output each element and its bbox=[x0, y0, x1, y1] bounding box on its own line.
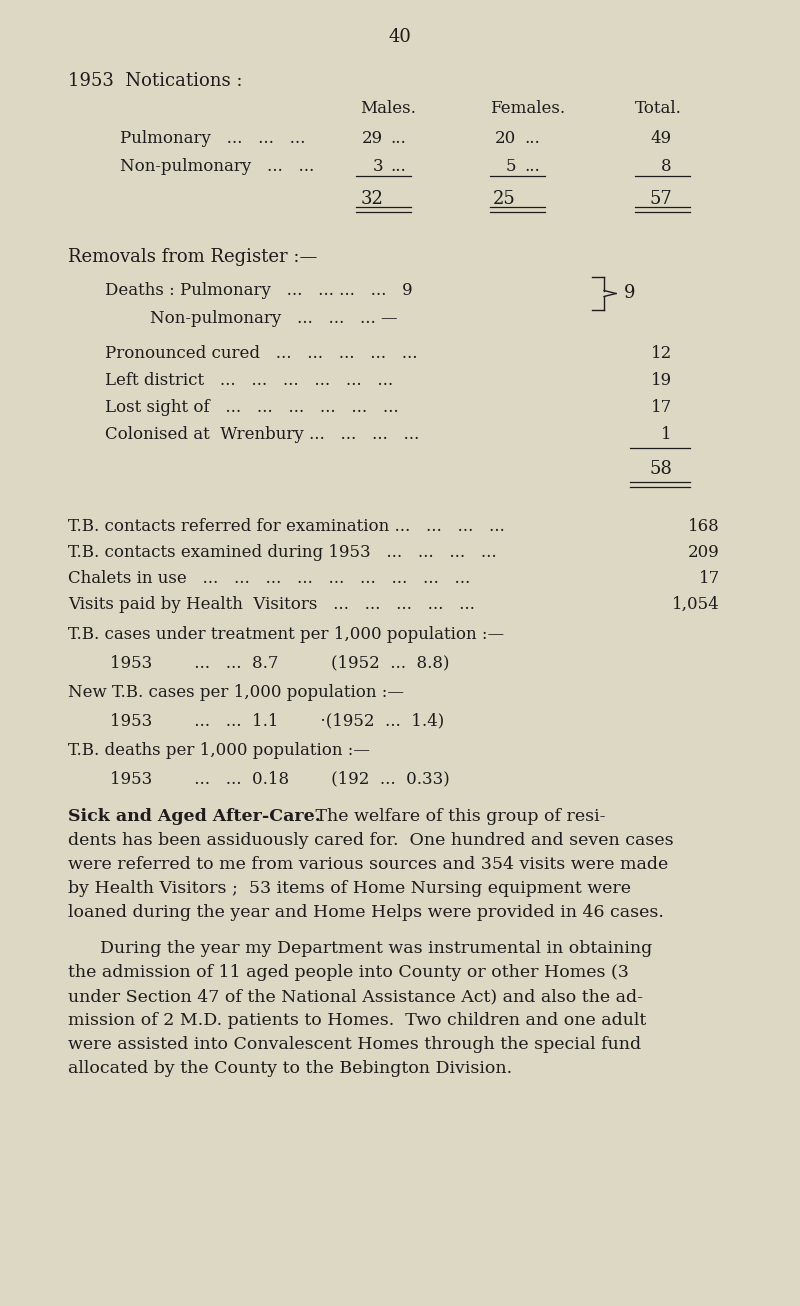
Text: Pronounced cured   ...   ...   ...   ...   ...: Pronounced cured ... ... ... ... ... bbox=[105, 345, 418, 362]
Text: ...: ... bbox=[524, 158, 540, 175]
Text: 1953  Notications :: 1953 Notications : bbox=[68, 72, 242, 90]
Text: 8: 8 bbox=[662, 158, 672, 175]
Text: dents has been assiduously cared for.  One hundred and seven cases: dents has been assiduously cared for. On… bbox=[68, 832, 674, 849]
Text: New T.B. cases per 1,000 population :—: New T.B. cases per 1,000 population :— bbox=[68, 684, 404, 701]
Text: Pulmonary   ...   ...   ...: Pulmonary ... ... ... bbox=[120, 131, 306, 148]
Text: Visits paid by Health  Visitors   ...   ...   ...   ...   ...: Visits paid by Health Visitors ... ... .… bbox=[68, 596, 475, 613]
Text: under Section 47 of the National Assistance Act) and also the ad-: under Section 47 of the National Assista… bbox=[68, 989, 643, 1006]
Text: 57: 57 bbox=[650, 189, 672, 208]
Text: ...: ... bbox=[390, 158, 406, 175]
Text: Females.: Females. bbox=[490, 101, 565, 118]
Text: 40: 40 bbox=[389, 27, 411, 46]
Text: by Health Visitors ;  53 items of Home Nursing equipment were: by Health Visitors ; 53 items of Home Nu… bbox=[68, 880, 631, 897]
Text: mission of 2 M.D. patients to Homes.  Two children and one adult: mission of 2 M.D. patients to Homes. Two… bbox=[68, 1012, 646, 1029]
Text: 25: 25 bbox=[494, 189, 516, 208]
Text: were referred to me from various sources and 354 visits were made: were referred to me from various sources… bbox=[68, 855, 668, 872]
Text: 20: 20 bbox=[494, 131, 516, 148]
Text: 1,054: 1,054 bbox=[672, 596, 720, 613]
Text: 58: 58 bbox=[649, 460, 672, 478]
Text: 17: 17 bbox=[698, 569, 720, 586]
Text: Lost sight of   ...   ...   ...   ...   ...   ...: Lost sight of ... ... ... ... ... ... bbox=[105, 400, 398, 417]
Text: 1953        ...   ...  0.18        (192  ...  0.33): 1953 ... ... 0.18 (192 ... 0.33) bbox=[110, 771, 450, 788]
Text: 1953        ...   ...  8.7          (1952  ...  8.8): 1953 ... ... 8.7 (1952 ... 8.8) bbox=[110, 654, 450, 671]
Text: Non-pulmonary   ...   ...: Non-pulmonary ... ... bbox=[120, 158, 314, 175]
Text: T.B. cases under treatment per 1,000 population :—: T.B. cases under treatment per 1,000 pop… bbox=[68, 626, 504, 643]
Text: 49: 49 bbox=[651, 131, 672, 148]
Text: Chalets in use   ...   ...   ...   ...   ...   ...   ...   ...   ...: Chalets in use ... ... ... ... ... ... .… bbox=[68, 569, 470, 586]
Text: Non-pulmonary   ...   ...   ... —: Non-pulmonary ... ... ... — bbox=[150, 310, 398, 326]
Text: 19: 19 bbox=[651, 372, 672, 389]
Text: 209: 209 bbox=[688, 545, 720, 562]
Text: 1953        ...   ...  1.1        ·(1952  ...  1.4): 1953 ... ... 1.1 ·(1952 ... 1.4) bbox=[110, 712, 444, 729]
Text: Males.: Males. bbox=[360, 101, 416, 118]
Text: T.B. contacts examined during 1953   ...   ...   ...   ...: T.B. contacts examined during 1953 ... .… bbox=[68, 545, 497, 562]
Text: 1: 1 bbox=[662, 426, 672, 443]
Text: 32: 32 bbox=[360, 189, 383, 208]
Text: allocated by the County to the Bebington Division.: allocated by the County to the Bebington… bbox=[68, 1060, 512, 1077]
Text: 17: 17 bbox=[650, 400, 672, 417]
Text: Colonised at  Wrenbury ...   ...   ...   ...: Colonised at Wrenbury ... ... ... ... bbox=[105, 426, 419, 443]
Text: Deaths : Pulmonary   ...   ... ...   ...   9: Deaths : Pulmonary ... ... ... ... 9 bbox=[105, 282, 413, 299]
Text: the admission of 11 aged people into County or other Homes (3: the admission of 11 aged people into Cou… bbox=[68, 964, 629, 981]
Text: T.B. deaths per 1,000 population :—: T.B. deaths per 1,000 population :— bbox=[68, 742, 370, 759]
Text: T.B. contacts referred for examination ...   ...   ...   ...: T.B. contacts referred for examination .… bbox=[68, 518, 505, 535]
Text: ...: ... bbox=[524, 131, 540, 148]
Text: 9: 9 bbox=[624, 283, 635, 302]
Text: The welfare of this group of resi-: The welfare of this group of resi- bbox=[310, 808, 606, 825]
Text: ...: ... bbox=[390, 131, 406, 148]
Text: Removals from Register :—: Removals from Register :— bbox=[68, 248, 318, 266]
Text: Total.: Total. bbox=[635, 101, 682, 118]
Text: 12: 12 bbox=[650, 345, 672, 362]
Text: During the year my Department was instrumental in obtaining: During the year my Department was instru… bbox=[100, 940, 652, 957]
Text: loaned during the year and Home Helps were provided in 46 cases.: loaned during the year and Home Helps we… bbox=[68, 904, 664, 921]
Text: 29: 29 bbox=[362, 131, 383, 148]
Text: 3: 3 bbox=[372, 158, 383, 175]
Text: Left district   ...   ...   ...   ...   ...   ...: Left district ... ... ... ... ... ... bbox=[105, 372, 393, 389]
Text: Sick and Aged After-Care.: Sick and Aged After-Care. bbox=[68, 808, 321, 825]
Text: 168: 168 bbox=[688, 518, 720, 535]
Text: 5: 5 bbox=[506, 158, 516, 175]
Text: were assisted into Convalescent Homes through the special fund: were assisted into Convalescent Homes th… bbox=[68, 1036, 641, 1053]
